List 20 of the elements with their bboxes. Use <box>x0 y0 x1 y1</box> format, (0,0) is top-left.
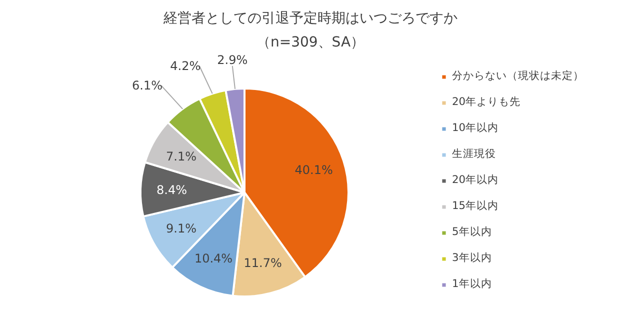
legend-label: 10年以内 <box>452 121 499 135</box>
legend-label: 分からない（現状は未定） <box>452 69 584 83</box>
legend-label: 5年以内 <box>452 225 492 239</box>
data-label: 10.4% <box>194 251 233 266</box>
legend-label: 1年以内 <box>452 277 492 291</box>
data-label: 7.1% <box>166 149 197 164</box>
data-label: 9.1% <box>166 222 197 236</box>
chart-subtitle: （n=309、SA） <box>256 34 365 50</box>
data-label: 6.1% <box>132 78 162 93</box>
data-label: 11.7% <box>244 256 282 270</box>
data-label: 40.1% <box>294 163 333 178</box>
legend-label: 20年以内 <box>452 173 499 187</box>
legend-label: 3年以内 <box>452 251 492 265</box>
legend-label: 15年以内 <box>452 199 499 213</box>
chart-title: 経営者としての引退予定時期はいつごろですか <box>162 10 458 26</box>
data-label: 2.9% <box>217 52 248 67</box>
data-label: 4.2% <box>170 58 201 73</box>
data-label: 8.4% <box>156 183 187 198</box>
legend-label: 20年よりも先 <box>452 95 521 109</box>
legend-label: 生涯現役 <box>452 147 496 161</box>
